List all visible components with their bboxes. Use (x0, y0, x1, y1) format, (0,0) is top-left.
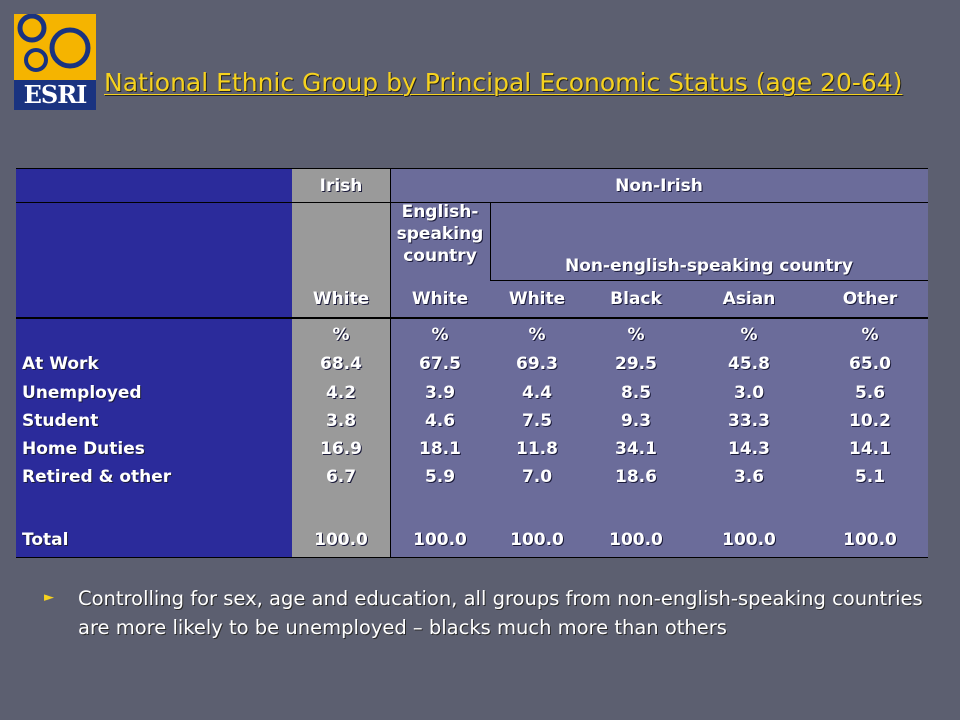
row-value: 69.3 (516, 354, 558, 374)
row-value: 14.1 (849, 439, 891, 459)
unit-cell-0: % (332, 325, 350, 345)
row-label: Unemployed (22, 383, 142, 403)
header-race-1: White (411, 289, 469, 309)
row-value: 9.3 (620, 411, 652, 431)
total-label: Total (22, 530, 69, 550)
total-value: 100.0 (510, 530, 564, 550)
table-bottom-border (16, 557, 928, 558)
label-column (16, 168, 292, 558)
row-label: At Work (22, 354, 99, 374)
irish-divider (390, 168, 391, 558)
row-value: 3.9 (424, 383, 456, 403)
row-value: 8.5 (620, 383, 652, 403)
row-value: 5.9 (424, 467, 456, 487)
header-race-5: Other (842, 289, 898, 309)
total-value: 100.0 (843, 530, 897, 550)
total-value: 100.0 (609, 530, 663, 550)
row-value: 3.6 (733, 467, 765, 487)
header-race-2: White (508, 289, 566, 309)
logo-text: ESRI (14, 80, 96, 110)
logo-rings-icon (17, 14, 91, 72)
english-divider (490, 202, 491, 281)
irish-column (292, 168, 390, 558)
row-value: 6.7 (325, 467, 357, 487)
unit-cell-1: % (431, 325, 449, 345)
header-divider-2 (490, 280, 928, 281)
header-english-speaking: English-speaking country (396, 202, 484, 266)
row-value: 33.3 (728, 411, 770, 431)
row-value: 14.3 (728, 439, 770, 459)
page-title: National Ethnic Group by Principal Econo… (104, 68, 903, 97)
row-value: 11.8 (516, 439, 558, 459)
row-value: 4.2 (325, 383, 357, 403)
row-value: 18.1 (419, 439, 461, 459)
row-label: Student (22, 411, 99, 431)
row-value: 65.0 (849, 354, 891, 374)
row-value: 5.1 (854, 467, 886, 487)
row-value: 4.6 (424, 411, 456, 431)
row-label: Retired & other (22, 467, 172, 487)
header-race-0: White (312, 289, 370, 309)
unit-cell-4: % (740, 325, 758, 345)
row-value: 45.8 (728, 354, 770, 374)
row-value: 4.4 (521, 383, 553, 403)
unit-cell-5: % (861, 325, 879, 345)
bullet-arrow-icon: ► (44, 590, 54, 605)
header-non-english-speaking: Non-english-speaking country (565, 256, 853, 276)
row-value: 3.8 (325, 411, 357, 431)
total-value: 100.0 (413, 530, 467, 550)
header-non-irish: Non-Irish (615, 176, 703, 196)
row-value: 67.5 (419, 354, 461, 374)
row-value: 3.0 (733, 383, 765, 403)
row-value: 5.6 (854, 383, 886, 403)
table-top-border (16, 168, 928, 169)
esri-logo: ESRI (14, 14, 96, 110)
unit-cell-2: % (528, 325, 546, 345)
unit-cell-3: % (627, 325, 645, 345)
total-value: 100.0 (722, 530, 776, 550)
row-label: Home Duties (22, 439, 145, 459)
row-value: 18.6 (615, 467, 657, 487)
row-value: 16.9 (320, 439, 362, 459)
row-value: 29.5 (615, 354, 657, 374)
total-value: 100.0 (314, 530, 368, 550)
header-divider-1 (16, 202, 928, 203)
row-value: 10.2 (849, 411, 891, 431)
bullet-text: Controlling for sex, age and education, … (78, 587, 923, 639)
header-irish: Irish (319, 176, 363, 196)
row-value: 7.0 (521, 467, 553, 487)
header-divider-3 (16, 317, 928, 319)
data-table: Irish Non-Irish English-speaking country… (16, 168, 928, 558)
row-value: 7.5 (521, 411, 553, 431)
row-value: 68.4 (320, 354, 362, 374)
row-value: 34.1 (615, 439, 657, 459)
header-race-3: Black (610, 289, 662, 309)
header-race-4: Asian (722, 289, 776, 309)
